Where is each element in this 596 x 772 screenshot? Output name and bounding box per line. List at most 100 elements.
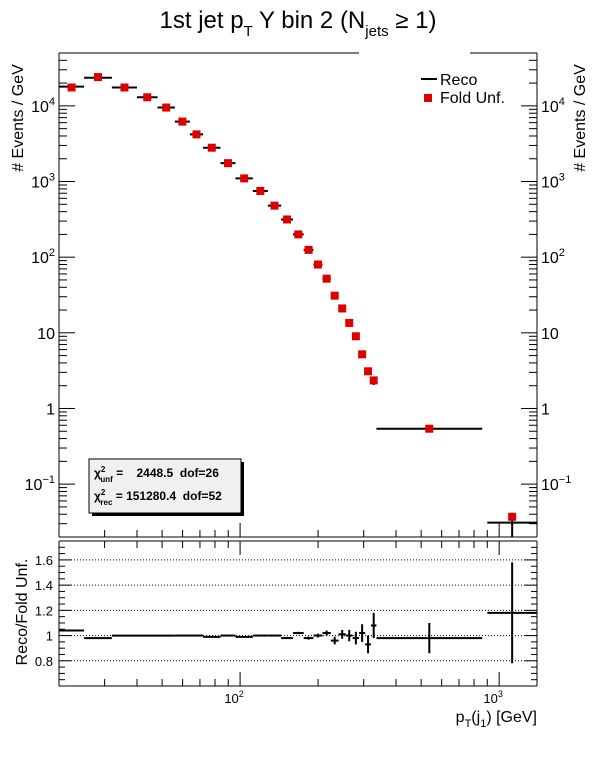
- chart-title: 1st jet pT Y bin 2 (Njets ≥ 1): [160, 7, 437, 40]
- fold-marker: [330, 291, 339, 300]
- y-tick-base: 10: [541, 250, 559, 267]
- fold-marker: [178, 117, 187, 126]
- y-tick-label: 10: [37, 326, 55, 343]
- fold-marker: [256, 186, 265, 195]
- title-mid: Y bin 2 (N: [253, 7, 366, 34]
- chi-rec-text: = 151280.4 dof=52: [112, 489, 222, 503]
- chi-unf-sub: unf: [100, 475, 113, 484]
- fold-marker: [294, 230, 303, 239]
- y-tick-exp: 3: [49, 172, 55, 184]
- stats-box-bg: [88, 458, 242, 514]
- stats-chi2-unf: χ2 unf = 2448.5 dof=26: [94, 465, 219, 484]
- y-tick-label-right: 103: [541, 172, 565, 192]
- y-tick-base: 10: [31, 175, 49, 192]
- y-tick-base: 10: [31, 250, 49, 267]
- y-tick-base: 10: [25, 477, 43, 494]
- xlabel-sub-1: 1: [480, 718, 486, 730]
- y-tick-exp: 4: [559, 96, 565, 108]
- fold-marker: [304, 245, 313, 254]
- y-tick-exp: 3: [559, 172, 565, 184]
- chi-unf-text: = 2448.5 dof=26: [113, 466, 219, 480]
- y-tick-label: 102: [31, 247, 55, 267]
- chi-rec-sub: rec: [100, 498, 113, 507]
- y-tick-label: 103: [31, 172, 55, 192]
- y-tick-base: 10: [541, 99, 559, 116]
- legend-fold-label: Fold Unf.: [440, 90, 505, 107]
- ratio-y-tick-label: 1.2: [35, 603, 53, 618]
- xlabel-tail: ) [GeV]: [486, 709, 537, 726]
- x-tick-base: 10: [483, 691, 497, 706]
- y-tick-base: 10: [541, 477, 559, 494]
- fold-marker: [345, 318, 354, 327]
- title-sub-jets: jets: [364, 23, 388, 40]
- fold-marker: [358, 350, 367, 359]
- y-tick-exp: 2: [559, 247, 565, 259]
- ratio-y-tick-label: 1.4: [35, 578, 53, 593]
- y-tick-label-right: 104: [541, 96, 565, 116]
- y-tick-exp: 4: [49, 96, 55, 108]
- legend: Reco Fold Unf.: [421, 72, 505, 107]
- fold-marker: [162, 103, 171, 112]
- legend-fold-swatch: [424, 94, 432, 102]
- ratio-y-axis-label: Reco/Fold Unf.: [14, 559, 31, 666]
- chi-rec-symbol: χ: [94, 489, 101, 503]
- y-tick-label-right: 10−1: [541, 474, 571, 494]
- x-tick-label: 103: [483, 689, 502, 706]
- y-tick-label: 1: [46, 401, 55, 418]
- title-tail: ≥ 1): [389, 7, 437, 34]
- chi-unf-symbol: χ: [94, 466, 101, 480]
- title-main: 1st jet p: [160, 7, 244, 34]
- x-tick-base: 10: [224, 691, 238, 706]
- y-tick-label-right: 10: [541, 326, 559, 343]
- fold-marker: [425, 424, 434, 433]
- x-tick-exp: 2: [239, 689, 244, 699]
- fold-marker: [313, 260, 322, 269]
- ratio-y-tick-label: 0.8: [35, 654, 53, 669]
- ratio-series: [59, 562, 537, 664]
- fold-marker: [364, 367, 373, 376]
- fold-marker: [207, 143, 216, 152]
- fold-marker: [351, 332, 360, 341]
- fold-marker: [143, 93, 152, 102]
- y-tick-label-right: 102: [541, 247, 565, 267]
- stats-box: χ2 unf = 2448.5 dof=26 χ2 rec = 151280.4 d…: [88, 458, 244, 516]
- fold-marker: [283, 215, 292, 224]
- xlabel-paren: (j: [471, 709, 480, 726]
- y-tick-exp: 2: [49, 247, 55, 259]
- fold-marker: [240, 174, 249, 183]
- main-frame: [58, 52, 538, 538]
- x-axis-label: pT(j1) [GeV]: [456, 709, 537, 730]
- chi-rec-sup: 2: [101, 488, 106, 497]
- fold-marker: [338, 304, 347, 313]
- chi-unf-sup: 2: [101, 465, 106, 474]
- y-tick-base: 10: [541, 175, 559, 192]
- fold-marker: [120, 83, 129, 92]
- stats-chi2-rec: χ2 rec = 151280.4 dof=52: [94, 488, 222, 507]
- ratio-y-tick-label: 1: [46, 629, 53, 644]
- y-tick-label-right: 1: [541, 401, 550, 418]
- fold-marker: [93, 73, 102, 82]
- ratio-y-tick-label: 1.6: [35, 553, 53, 568]
- y-axis-label-right: # Events / GeV: [572, 64, 589, 172]
- x-tick-exp: 3: [498, 689, 503, 699]
- xlabel-sub-t: T: [465, 718, 472, 730]
- fold-marker: [508, 512, 517, 521]
- title-sub-t: T: [244, 23, 253, 40]
- x-ticks: 102 103: [58, 523, 503, 706]
- y-axis-label: # Events / GeV: [10, 64, 27, 172]
- y-tick-exp: −1: [42, 474, 55, 486]
- legend-reco-label: Reco: [440, 72, 477, 89]
- y-tick-label: 10−1: [25, 474, 55, 494]
- xlabel-main: p: [456, 709, 465, 726]
- fold-marker: [67, 83, 76, 92]
- fold-marker: [223, 159, 232, 168]
- fold-marker: [369, 376, 378, 385]
- x-tick-label: 102: [224, 689, 243, 706]
- fold-series: [67, 73, 517, 521]
- fold-marker: [322, 274, 331, 283]
- y-tick-exp: −1: [559, 474, 572, 486]
- y-tick-label: 104: [31, 96, 55, 116]
